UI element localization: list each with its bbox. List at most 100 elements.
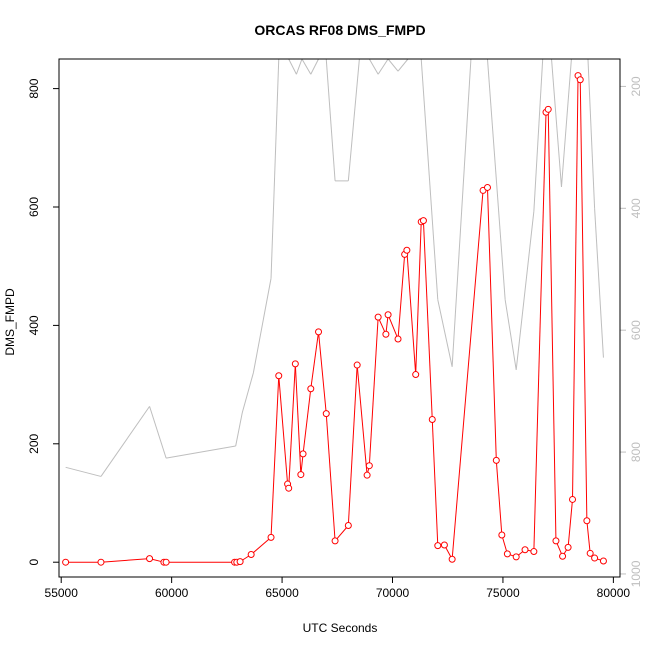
data-point: [236, 558, 244, 566]
line-segment: [572, 75, 579, 500]
data-point: [412, 371, 420, 379]
plot-frame: [58, 58, 621, 578]
data-point: [591, 554, 599, 562]
line-segment: [325, 58, 336, 181]
line-segment: [149, 406, 167, 459]
line-segment: [486, 58, 506, 300]
data-point: [285, 484, 293, 492]
line-segment: [515, 211, 535, 370]
line-segment: [431, 419, 439, 546]
line-segment: [397, 254, 406, 340]
y-tick-label: 200: [27, 433, 41, 453]
line-segment: [587, 58, 596, 209]
line-segment: [533, 58, 544, 212]
line-segment: [451, 58, 472, 367]
data-point: [374, 313, 382, 321]
line-segment: [387, 314, 399, 340]
y-tick-label: 600: [27, 197, 41, 217]
y2-tick-label: 1000: [629, 560, 643, 587]
line-segment: [415, 221, 422, 375]
y-tick-label: 0: [27, 559, 41, 566]
data-point: [440, 541, 448, 549]
line-segment: [295, 58, 303, 75]
line-segment: [451, 190, 484, 560]
line-segment: [270, 58, 280, 279]
line-segment: [302, 388, 312, 454]
line-segment: [586, 520, 591, 554]
line-segment: [356, 365, 368, 476]
data-point: [344, 522, 352, 529]
data-point: [428, 416, 436, 424]
line-segment: [377, 58, 389, 75]
line-segment: [437, 299, 453, 367]
line-segment: [270, 375, 280, 538]
line-segment: [325, 413, 336, 541]
data-point: [247, 551, 255, 558]
line-segment: [250, 536, 272, 555]
line-segment: [252, 278, 272, 373]
line-segment: [294, 363, 302, 475]
line-segment: [278, 375, 289, 485]
data-point: [530, 548, 538, 556]
series-left: [62, 72, 607, 566]
data-point: [331, 537, 339, 545]
line-segment: [486, 187, 497, 461]
data-point: [365, 462, 373, 470]
data-point: [384, 311, 392, 319]
data-point: [586, 549, 594, 557]
data-point: [552, 537, 560, 545]
data-point: [299, 450, 307, 458]
line-segment: [235, 412, 243, 447]
line-segment: [368, 58, 379, 75]
x-tick-label: 55000: [45, 586, 79, 600]
line-segment: [166, 445, 236, 459]
data-point: [521, 546, 529, 554]
line-segment: [301, 58, 312, 75]
line-segment: [533, 112, 547, 552]
line-segment: [579, 79, 588, 521]
line-segment: [100, 406, 150, 477]
data-point: [353, 361, 361, 369]
x-tick-label: 65000: [265, 586, 299, 600]
data-point: [512, 553, 520, 561]
data-point: [394, 335, 402, 343]
line-segment: [422, 220, 433, 420]
x-axis-label: UTC Seconds: [303, 621, 378, 635]
data-point: [576, 76, 584, 84]
data-point: [275, 372, 283, 380]
line-segment: [387, 58, 399, 72]
x-tick-label: 80000: [597, 586, 631, 600]
series-right: [65, 58, 604, 477]
data-point: [498, 531, 506, 539]
x-tick-label: 60000: [155, 586, 189, 600]
data-point: [492, 456, 500, 464]
y2-tick-label: 800: [629, 442, 643, 462]
data-point: [363, 471, 371, 479]
y-tick-label: 800: [27, 78, 41, 98]
line-segment: [551, 58, 562, 188]
data-point: [322, 410, 330, 418]
line-segment: [397, 58, 409, 72]
data-point: [297, 471, 305, 479]
line-segment: [594, 208, 604, 358]
line-segment: [560, 58, 572, 188]
y2-tick-label: 400: [629, 198, 643, 218]
data-point: [564, 543, 572, 551]
data-point: [544, 105, 552, 113]
data-point: [382, 330, 390, 338]
data-point: [315, 328, 323, 336]
data-point: [559, 552, 567, 560]
y-tick-label: 400: [27, 315, 41, 335]
axis-layer: 55000 60000 65000 70000 75000 80000 0 200 400 600…: [27, 76, 643, 600]
series-layer: [62, 58, 607, 566]
line-segment: [495, 460, 503, 536]
line-segment: [420, 58, 439, 300]
line-segment: [288, 363, 296, 489]
data-point: [583, 517, 591, 525]
data-point: [483, 183, 491, 191]
data-point: [599, 557, 607, 565]
line-segment: [368, 317, 379, 466]
data-point: [267, 533, 275, 541]
line-segment: [567, 499, 574, 548]
